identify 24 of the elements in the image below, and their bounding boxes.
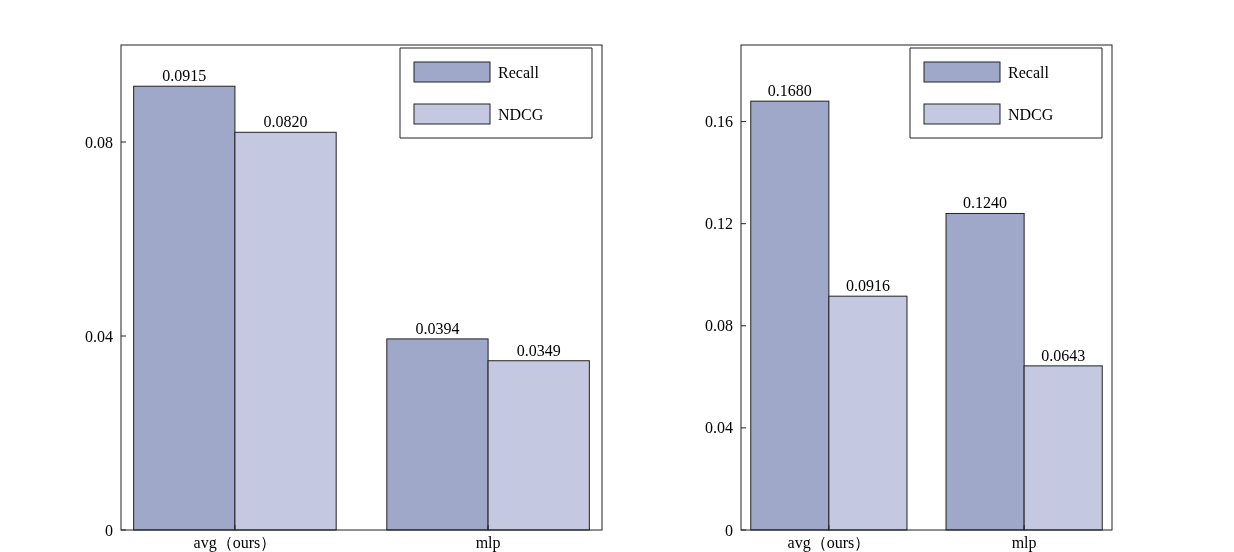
data-label: 0.0915	[162, 67, 207, 85]
y-tick-label: 0.04	[85, 327, 113, 345]
legend-label: NDCG	[498, 106, 544, 123]
data-label: 0.0349	[516, 341, 561, 359]
x-tick-label: mlp	[1011, 534, 1037, 552]
y-tick-label: 0	[725, 521, 733, 539]
legend-label: Recall	[498, 64, 540, 81]
x-tick-label: avg（ours）	[787, 534, 871, 552]
x-tick-label: avg（ours）	[193, 534, 277, 552]
legend-label: Recall	[1008, 64, 1050, 81]
data-label: 0.0820	[263, 113, 308, 131]
data-label: 0.1240	[963, 194, 1008, 212]
y-tick-label: 0.16	[705, 113, 733, 131]
data-label: 0.0916	[845, 277, 890, 295]
data-label: 0.1680	[767, 82, 812, 100]
data-label: 0.0643	[1041, 346, 1086, 364]
x-tick-label: mlp	[475, 534, 501, 552]
y-tick-label: 0.04	[705, 419, 733, 437]
y-tick-label: 0.08	[705, 317, 733, 335]
y-tick-label: 0	[105, 521, 113, 539]
y-tick-label: 0.12	[705, 215, 733, 233]
data-label: 0.0394	[415, 319, 460, 337]
legend-label: NDCG	[1008, 106, 1054, 123]
y-tick-label: 0.08	[85, 133, 113, 151]
